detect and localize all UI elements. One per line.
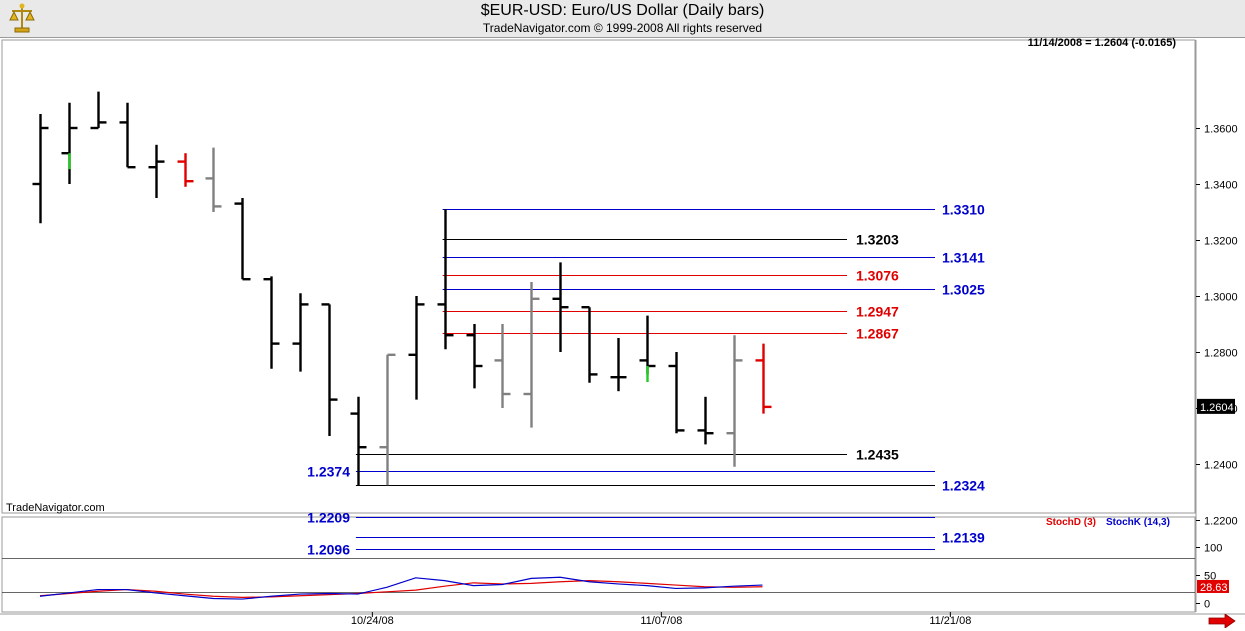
stoch-line bbox=[39, 579, 763, 599]
stoch-panel bbox=[1, 516, 1196, 613]
price-bar bbox=[755, 343, 772, 414]
price-bar bbox=[205, 147, 222, 212]
price-bar bbox=[610, 338, 627, 392]
price-bar bbox=[32, 114, 49, 224]
level-label: 1.3203 bbox=[856, 232, 899, 248]
y-tick-label: 1.3000 bbox=[1204, 292, 1238, 304]
y-tick-label: 1.2800 bbox=[1204, 348, 1238, 360]
price-bar bbox=[639, 315, 656, 382]
level-label: 1.2209 bbox=[307, 510, 350, 526]
x-tick-label: 10/24/08 bbox=[351, 615, 394, 627]
watermark: TradeNavigator.com bbox=[6, 502, 105, 514]
price-panel bbox=[1, 39, 1196, 514]
stoch-tick-label: 0 bbox=[1204, 599, 1210, 611]
price-bar bbox=[466, 324, 483, 389]
price-bar bbox=[177, 153, 194, 187]
chart-title: $EUR-USD: Euro/US Dollar (Daily bars) bbox=[480, 2, 765, 19]
y-tick-label: 1.3200 bbox=[1204, 236, 1238, 248]
level-label: 1.2096 bbox=[307, 542, 350, 558]
level-label: 1.2867 bbox=[856, 326, 899, 342]
y-tick-label: 1.3600 bbox=[1204, 124, 1238, 136]
last-quote: 11/14/2008 = 1.2604 (-0.0165) bbox=[1028, 37, 1177, 49]
y-tick-label: 1.2400 bbox=[1204, 460, 1238, 472]
level-label: 1.2324 bbox=[942, 478, 985, 494]
x-tick-label: 11/21/08 bbox=[929, 615, 971, 627]
price-bar bbox=[321, 303, 338, 436]
price-bar bbox=[726, 335, 743, 467]
stoch-line bbox=[39, 576, 763, 600]
x-tick-label: 11/07/08 bbox=[640, 615, 682, 627]
stoch-tick-label: 100 bbox=[1204, 543, 1222, 555]
last-price-label: 1.2604 bbox=[1200, 402, 1234, 414]
price-bar bbox=[581, 306, 598, 383]
stoch-value-box bbox=[1197, 579, 1229, 593]
price-bar bbox=[668, 352, 685, 434]
level-label: 1.2139 bbox=[942, 530, 985, 546]
stoch-tick-label: 50 bbox=[1204, 571, 1216, 583]
title-bar: $EUR-USD: Euro/US Dollar (Daily bars) Tr… bbox=[0, 0, 1245, 38]
price-bar bbox=[234, 198, 251, 281]
price-bar bbox=[292, 293, 309, 372]
stoch-value-label: 28.63 bbox=[1200, 582, 1228, 594]
last-price-box bbox=[1197, 398, 1235, 414]
level-label: 1.3076 bbox=[856, 268, 899, 284]
price-bar bbox=[61, 102, 78, 184]
y-tick-label: 1.3400 bbox=[1204, 180, 1238, 192]
price-bar bbox=[350, 396, 367, 486]
level-label: 1.3141 bbox=[942, 250, 985, 266]
price-bar bbox=[263, 276, 280, 369]
scales-icon[interactable] bbox=[6, 2, 38, 34]
level-label: 1.3025 bbox=[942, 282, 985, 298]
price-bar bbox=[148, 144, 165, 198]
price-bar bbox=[697, 396, 714, 445]
price-bar bbox=[437, 209, 454, 350]
legend-stochk: StochK (14,3) bbox=[1106, 517, 1170, 528]
price-bar bbox=[552, 262, 569, 352]
price-bar bbox=[494, 324, 511, 408]
y-tick-label: 1.2200 bbox=[1204, 516, 1238, 528]
copyright-text: TradeNavigator.com © 1999-2008 All right… bbox=[482, 21, 763, 35]
level-label: 1.2947 bbox=[856, 304, 899, 320]
red-right-arrow-icon[interactable] bbox=[1208, 614, 1236, 628]
level-label: 1.3310 bbox=[942, 202, 985, 218]
price-bar bbox=[90, 91, 107, 130]
level-label: 1.2374 bbox=[307, 464, 350, 480]
price-bar bbox=[379, 353, 396, 486]
level-label: 1.2435 bbox=[856, 447, 899, 463]
price-bar bbox=[119, 102, 136, 169]
price-bar bbox=[408, 296, 425, 400]
legend-stochd: StochD (3) bbox=[1046, 517, 1096, 528]
price-bar bbox=[523, 282, 540, 428]
